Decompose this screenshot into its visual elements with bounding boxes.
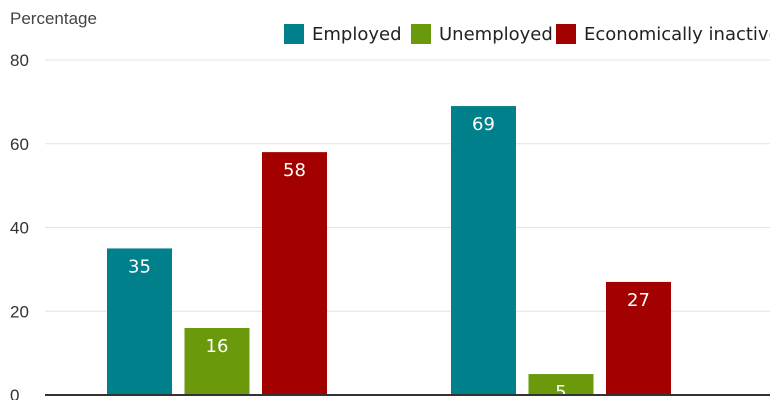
- bar-unemployed: [528, 374, 594, 395]
- bar-economically-inactive: [606, 281, 671, 395]
- legend-label: Economically inactive: [584, 24, 770, 45]
- legend-label: Employed: [312, 24, 402, 45]
- bars: [107, 106, 671, 395]
- data-labels: 35 69 16 5 58 27: [128, 114, 650, 400]
- legend-swatch: [411, 24, 431, 44]
- bar-unemployed: [184, 328, 250, 395]
- bar-employed: [451, 106, 516, 395]
- y-tick-label: 0: [10, 386, 19, 400]
- bar-value-label: 35: [128, 256, 151, 277]
- bar-value-label: 27: [627, 290, 650, 311]
- bar-employed: [107, 248, 172, 395]
- y-tick-label: 20: [10, 302, 29, 321]
- y-axis-label: Percentage: [10, 9, 97, 28]
- bar-value-label: 58: [283, 160, 306, 181]
- y-tick-label: 80: [10, 51, 29, 70]
- bar-economically-inactive: [262, 152, 327, 395]
- bar-value-label: 16: [206, 336, 229, 357]
- y-tick-label: 40: [10, 219, 29, 238]
- bar-value-label: 5: [555, 382, 566, 400]
- legend-swatch: [556, 24, 576, 44]
- y-tick-labels: 0 20 40 60 80: [10, 51, 29, 400]
- y-tick-label: 60: [10, 135, 29, 154]
- legend-swatch: [284, 24, 304, 44]
- bar-value-label: 69: [472, 114, 495, 135]
- legend: Employed Unemployed Economically inactive: [284, 24, 770, 45]
- legend-label: Unemployed: [439, 24, 553, 45]
